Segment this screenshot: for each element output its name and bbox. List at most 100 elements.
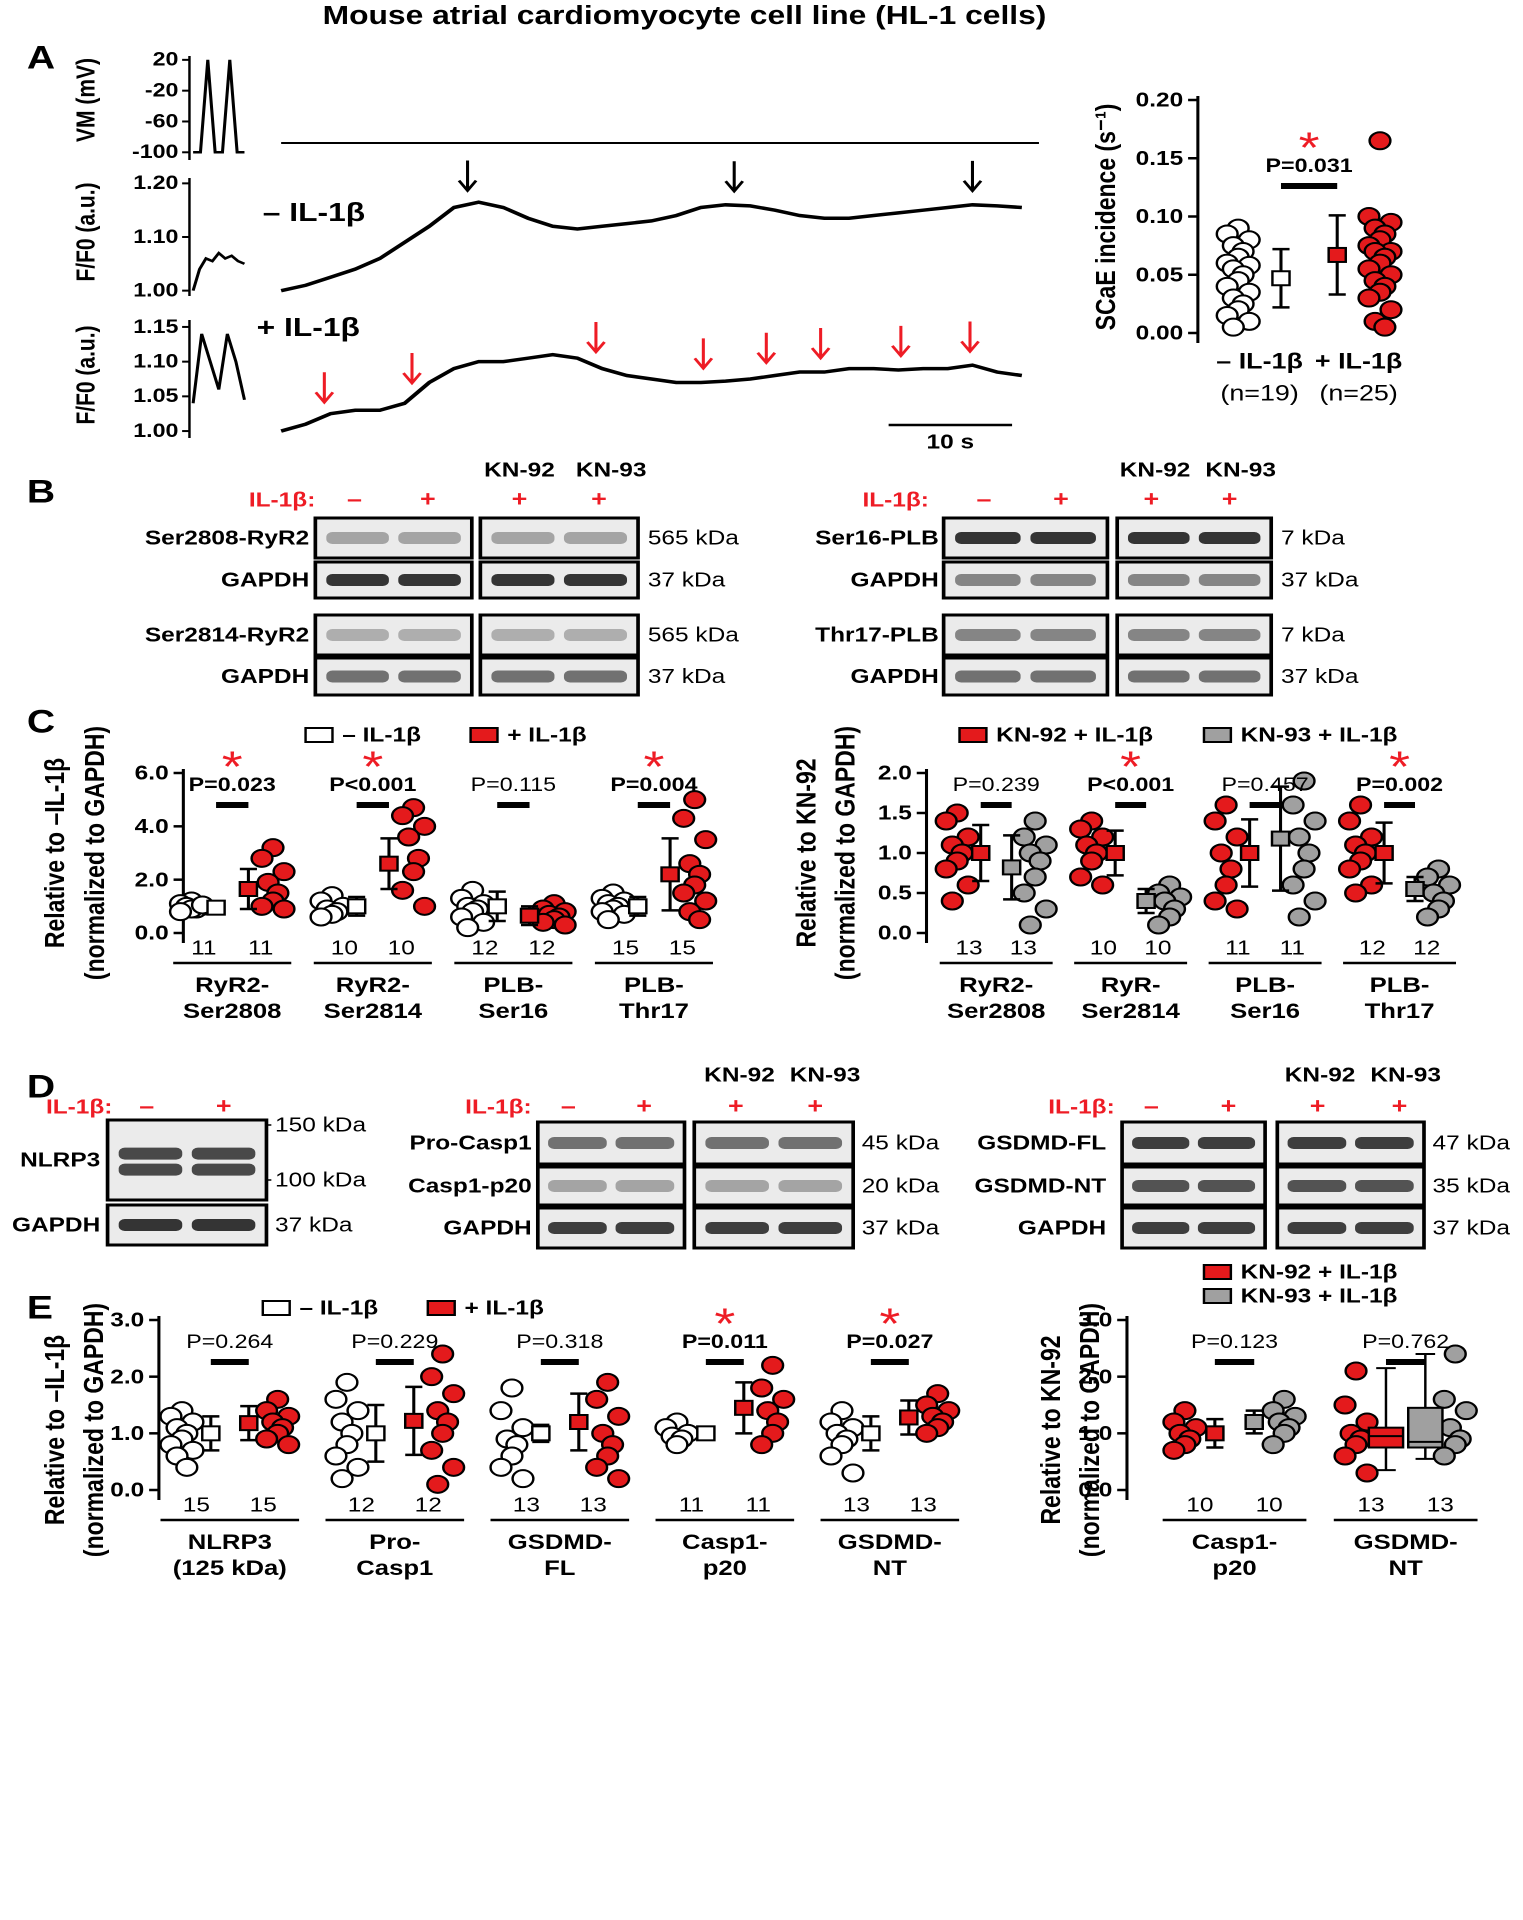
mean-marker	[1239, 845, 1260, 861]
y-tick-label: -20	[145, 80, 179, 101]
n-label: 15	[669, 937, 696, 959]
blot-band	[548, 1222, 607, 1234]
n-label: (n=25)	[1319, 382, 1397, 406]
data-point	[672, 808, 696, 828]
y-tick-label: 1.00	[133, 421, 178, 442]
y-axis-label: F/F0 (a.u.)	[71, 325, 99, 424]
molecular-weight: 20 kDa	[862, 1175, 940, 1197]
data-point	[1303, 891, 1327, 911]
treatment-sign: +	[1053, 488, 1069, 512]
blot-row-label: GAPDH	[1018, 1217, 1106, 1239]
blot-row-label: GAPDH	[850, 665, 938, 687]
y-tick-label: 0.10	[1136, 205, 1184, 227]
data-point	[431, 1344, 455, 1364]
event-arrow	[457, 160, 478, 193]
blot-band	[118, 1147, 183, 1160]
blot-band	[491, 629, 555, 641]
data-point	[330, 1469, 354, 1489]
legend-swatch	[426, 1300, 456, 1316]
data-point	[665, 1435, 689, 1455]
blot-band	[615, 1180, 675, 1192]
data-point	[1203, 891, 1227, 911]
data-point	[272, 899, 296, 919]
data-point	[1337, 811, 1362, 831]
blot-frame	[478, 613, 640, 657]
blot-band	[1132, 1222, 1190, 1234]
data-point	[420, 1367, 444, 1387]
event-arrow	[962, 160, 983, 193]
blot-frame	[692, 1165, 856, 1207]
scale-bar-label: 10 s	[927, 431, 975, 453]
data-point	[346, 1401, 370, 1421]
blot-band	[778, 1222, 843, 1234]
mean-marker	[404, 1412, 424, 1429]
data-point	[1344, 1361, 1368, 1381]
data-point	[761, 1355, 785, 1375]
inset-trace	[191, 251, 246, 291]
trace-label: – IL-1β	[263, 199, 365, 228]
group-label: – IL-1β	[1216, 350, 1303, 374]
data-point	[1162, 1440, 1186, 1460]
p-value: P=0.002	[1356, 775, 1443, 796]
treatment-sign: –	[561, 1095, 576, 1119]
data-point	[175, 1457, 199, 1477]
blot-band	[705, 1180, 769, 1192]
blot-band	[191, 1147, 256, 1160]
x-tick-label: FL	[544, 1556, 575, 1579]
molecular-weight: 100 kDa	[275, 1169, 367, 1191]
significance-star: *	[1299, 124, 1320, 172]
blot-band	[191, 1219, 256, 1231]
data-point	[1432, 1389, 1456, 1409]
molecular-weight: 35 kDa	[1433, 1175, 1511, 1197]
blot-band	[1127, 532, 1190, 544]
p-value: P=0.239	[953, 775, 1040, 796]
data-point	[500, 1378, 524, 1398]
x-tick-label: PLB-	[483, 973, 543, 996]
molecular-weight: 565 kDa	[648, 624, 740, 646]
blot-header: KN-93	[1370, 1064, 1441, 1086]
p-value: P=0.023	[189, 775, 276, 796]
blot-band	[1355, 1180, 1414, 1192]
data-point	[1454, 1401, 1478, 1421]
data-point	[687, 910, 712, 930]
y-tick-label: 4.0	[135, 815, 169, 837]
y-axis-label: (normalized to GAPDH)	[1075, 1303, 1106, 1557]
y-tick-label: 0.0	[135, 922, 169, 944]
y-tick-label: 1.15	[133, 317, 178, 338]
legend-label: KN-92 + IL-1β	[1241, 1261, 1398, 1283]
data-point	[1023, 811, 1047, 831]
mean-marker	[1105, 845, 1125, 861]
blot-header: KN-93	[790, 1064, 861, 1086]
n-label: 12	[1359, 937, 1386, 959]
blot-row-label: GAPDH	[850, 569, 938, 591]
event-arrow	[960, 321, 980, 354]
blot-band	[1198, 532, 1261, 544]
data-point	[346, 1457, 370, 1477]
p-value: P<0.001	[329, 775, 416, 796]
x-tick-label: Ser16	[1230, 999, 1300, 1022]
molecular-weight: 150 kDa	[275, 1114, 367, 1136]
data-point	[442, 1457, 466, 1477]
molecular-weight: 37 kDa	[862, 1217, 940, 1239]
treatment-sign: +	[216, 1095, 232, 1119]
data-point	[1287, 827, 1311, 847]
x-tick-label: NT	[1389, 1556, 1424, 1579]
blot-band	[778, 1137, 843, 1149]
blot-band	[615, 1222, 675, 1234]
treatment-sign: –	[139, 1095, 154, 1119]
significance-star: *	[362, 743, 383, 791]
legend-swatch	[1202, 1264, 1233, 1280]
y-axis-label: (normalized to GAPDH)	[831, 726, 862, 980]
data-point	[1281, 875, 1305, 895]
n-label: 10	[388, 937, 415, 959]
event-arrow	[693, 338, 714, 371]
significance-star: *	[879, 1300, 900, 1348]
y-tick-label: 0.15	[1136, 147, 1184, 169]
blot-header: KN-92	[704, 1064, 775, 1086]
data-point	[694, 830, 718, 850]
blot-band	[563, 670, 628, 683]
y-axis-label: Relative to –IL-1β	[40, 758, 71, 948]
data-point	[1337, 859, 1362, 879]
data-point	[750, 1435, 774, 1455]
